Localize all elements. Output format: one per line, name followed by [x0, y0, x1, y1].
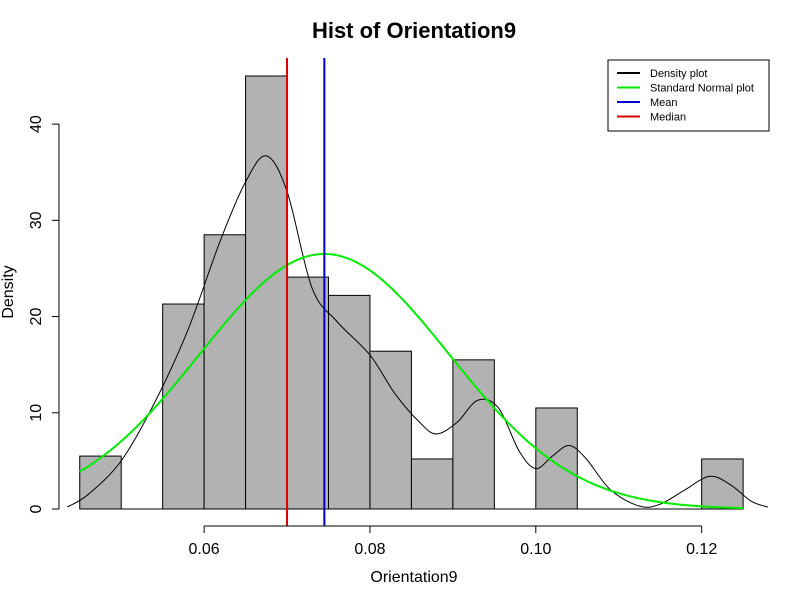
histogram-bar	[328, 294, 371, 510]
histogram-bar	[535, 407, 578, 510]
legend: Density plot Standard Normal plot Mean Medi…	[607, 59, 770, 132]
x-tick-label: 0.10	[520, 541, 551, 558]
y-tick-label: 0	[28, 504, 45, 513]
histogram-bar	[410, 458, 454, 510]
histogram-bar	[79, 455, 122, 510]
histogram-bar	[369, 350, 412, 510]
bars-group	[79, 75, 744, 510]
legend-box	[607, 59, 770, 132]
reference-lines-group	[286, 58, 326, 526]
legend-item-label: Density plot	[650, 68, 707, 80]
y-axis-label: Density	[0, 265, 17, 318]
y-tick-label: 20	[28, 308, 45, 326]
y-tick-label: 10	[28, 404, 45, 422]
legend-item-label: Standard Normal plot	[650, 83, 754, 95]
histogram-bar	[286, 276, 330, 510]
legend-item-label: Median	[650, 112, 686, 124]
x-tick-label: 0.06	[189, 541, 220, 558]
chart-title: Hist of Orientation9	[312, 18, 516, 43]
x-axis: 0.06 0.08 0.10 0.12	[189, 525, 717, 558]
x-axis-label: Orientation9	[370, 569, 457, 586]
curves-group	[67, 155, 769, 510]
density-curve	[67, 155, 769, 508]
normal-curve	[79, 252, 744, 510]
x-tick-label: 0.12	[686, 541, 717, 558]
y-tick-label: 40	[28, 115, 45, 133]
y-axis: 0 10 20 30 40	[28, 115, 60, 513]
legend-item-label: Mean	[650, 97, 678, 109]
histogram-bar	[203, 234, 247, 510]
histogram-bar	[452, 359, 495, 510]
histogram-bar	[162, 303, 205, 510]
x-tick-label: 0.08	[354, 541, 385, 558]
y-tick-label: 30	[28, 211, 45, 229]
histogram-bar	[701, 458, 744, 510]
